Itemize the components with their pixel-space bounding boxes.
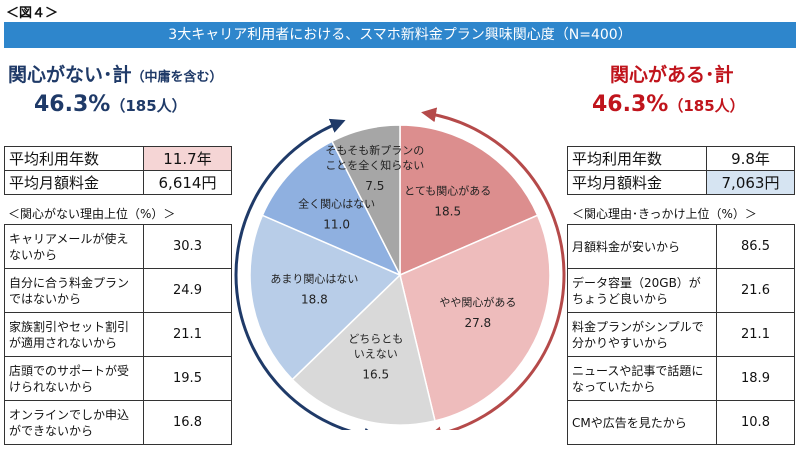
- right-reason-value: 86.5: [716, 224, 795, 269]
- pie-slice-label: あまり関心はない: [270, 273, 358, 286]
- left-stat-label: 平均月額料金: [4, 170, 144, 195]
- right-reasons-table: 月額料金が安いから 86.5 データ容量（20GB）がちょうど良いから 21.6 料…: [567, 224, 795, 445]
- pie-slice: [249, 214, 402, 381]
- left-reason-label: 店頭でのサポートが受けられないから: [4, 356, 144, 401]
- figure-label: ＜図４＞: [6, 6, 59, 21]
- left-reason-label: オンラインでしか申込ができないから: [4, 400, 144, 445]
- table-row: 月額料金が安いから 86.5: [567, 224, 795, 269]
- table-row: 自分に合う料金プランではないから 24.9: [4, 268, 232, 313]
- right-reason-label: 料金プランがシンプルで分かりやすいから: [567, 312, 717, 357]
- right-reason-label: CMや広告を見たから: [567, 400, 717, 445]
- left-percent-value: 46.3%: [34, 92, 111, 117]
- left-reason-label: 自分に合う料金プランではないから: [4, 268, 144, 313]
- left-reason-value: 19.5: [143, 356, 232, 401]
- left-reasons-header: ＜関心がない理由上位（%）＞: [8, 207, 176, 221]
- pie-slice-value: 18.5: [434, 204, 461, 218]
- right-reason-label: ニュースや記事で話題になっていたから: [567, 356, 717, 401]
- right-percent: 46.3%（185人）: [592, 92, 745, 117]
- left-arrow-arc: [234, 118, 379, 430]
- table-row: 店頭でのサポートが受けられないから 19.5: [4, 356, 232, 401]
- left-stat-value: 11.7年: [143, 146, 232, 171]
- right-reasons-header: ＜関心理由･きっかけ上位（%）＞: [572, 207, 757, 221]
- right-stat-label: 平均月額料金: [567, 170, 707, 195]
- pie-slice-value: 18.8: [301, 293, 328, 307]
- right-arrow-arc: [421, 107, 566, 430]
- pie-slice-value: 27.8: [464, 316, 491, 330]
- table-row: 家族割引やセット割引が適用されないから 21.1: [4, 312, 232, 357]
- left-reason-value: 30.3: [143, 224, 232, 269]
- table-row: キャリアメールが使えないから 30.3: [4, 224, 232, 269]
- left-subtitle: （中庸を含む）: [131, 70, 223, 85]
- table-row: 平均月額料金 7,063円: [567, 170, 795, 195]
- right-reason-value: 21.6: [716, 268, 795, 313]
- left-percent: 46.3%（185人）: [34, 92, 187, 117]
- left-reason-label: 家族割引やセット割引が適用されないから: [4, 312, 144, 357]
- left-reason-value: 16.8: [143, 400, 232, 445]
- left-stats-table: 平均利用年数 11.7年 平均月額料金 6,614円: [4, 146, 232, 195]
- right-stat-value: 7,063円: [706, 170, 795, 195]
- right-stat-value: 9.8年: [706, 146, 795, 171]
- left-group-title: 関心がない･計（中庸を含む）: [8, 60, 223, 87]
- left-title-text: 関心がない･計: [8, 64, 132, 86]
- left-count: （185人）: [110, 97, 187, 115]
- right-percent-value: 46.3%: [592, 92, 669, 117]
- right-group-title: 関心がある･計: [610, 64, 734, 86]
- table-row: データ容量（20GB）がちょうど良いから 21.6: [567, 268, 795, 313]
- pie-slice-label: やや関心がある: [439, 295, 516, 309]
- right-reason-value: 18.9: [716, 356, 795, 401]
- left-reason-value: 21.1: [143, 312, 232, 357]
- banner-title: 3大キャリア利用者における、スマホ新料金プラン興味関心度（N=400）: [4, 22, 796, 48]
- pie-slice-value: 16.5: [362, 368, 389, 382]
- right-reason-value: 10.8: [716, 400, 795, 445]
- table-row: 平均利用年数 11.7年: [4, 146, 232, 171]
- right-reason-label: データ容量（20GB）がちょうど良いから: [567, 268, 717, 313]
- left-reasons-table: キャリアメールが使えないから 30.3 自分に合う料金プランではないから 24.9 …: [4, 224, 232, 445]
- left-stat-value: 6,614円: [143, 170, 232, 195]
- left-stat-label: 平均利用年数: [4, 146, 144, 171]
- right-reason-label: 月額料金が安いから: [567, 224, 717, 269]
- pie-slice-value: 11.0: [323, 217, 350, 231]
- pie-chart: とても関心がある18.5やや関心がある27.8どちらともいえない16.5あまり関…: [234, 107, 566, 430]
- table-row: 料金プランがシンプルで分かりやすいから 21.1: [567, 312, 795, 357]
- pie-slice-value: 7.5: [365, 179, 384, 193]
- table-row: ニュースや記事で話題になっていたから 18.9: [567, 356, 795, 401]
- table-row: 平均利用年数 9.8年: [567, 146, 795, 171]
- right-stat-label: 平均利用年数: [567, 146, 707, 171]
- pie-slice-label: とても関心がある: [404, 183, 491, 197]
- pie-slice-label: 全く関心はない: [298, 196, 375, 210]
- table-row: 平均月額料金 6,614円: [4, 170, 232, 195]
- table-row: オンラインでしか申込ができないから 16.8: [4, 400, 232, 445]
- right-stats-table: 平均利用年数 9.8年 平均月額料金 7,063円: [567, 146, 795, 195]
- table-row: CMや広告を見たから 10.8: [567, 400, 795, 445]
- left-reason-value: 24.9: [143, 268, 232, 313]
- right-reason-value: 21.1: [716, 312, 795, 357]
- right-count: （185人）: [668, 97, 745, 115]
- left-reason-label: キャリアメールが使えないから: [4, 224, 144, 269]
